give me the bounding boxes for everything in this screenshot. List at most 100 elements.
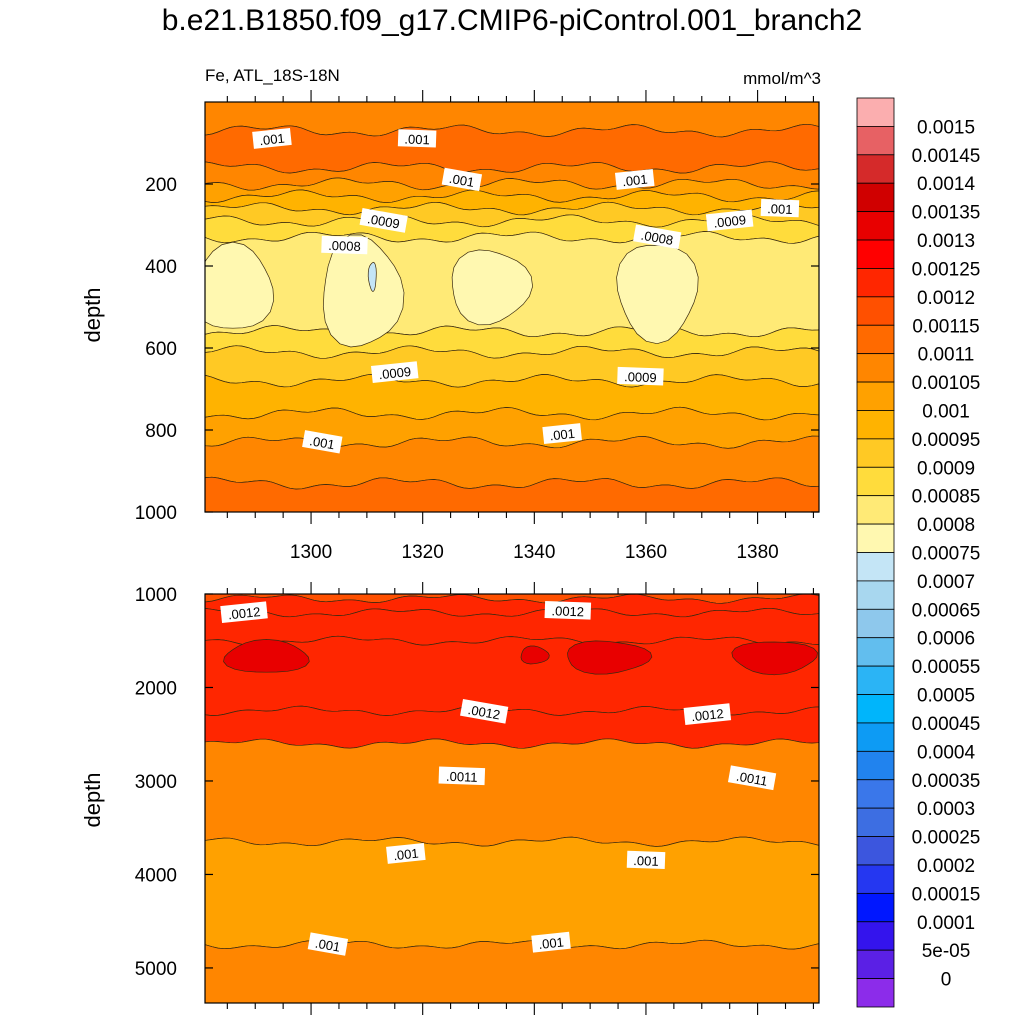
upper-contour-label-text: .0009 bbox=[624, 369, 657, 385]
colorbar-label: 0.0008 bbox=[917, 515, 975, 536]
upper-contour-label: .0009 bbox=[359, 208, 408, 233]
upper-extremum-region bbox=[322, 234, 405, 348]
colorbar-label: 0 bbox=[941, 970, 952, 991]
colorbar-label: 0.0004 bbox=[917, 742, 976, 763]
upper-panel: .001 .001 .001 .001 .001 .0009 .0009 .0008 .0008… bbox=[135, 90, 820, 563]
lower-contour-label-text: .0012 bbox=[551, 603, 584, 619]
upper-contour-label-text: .001 bbox=[308, 433, 336, 452]
colorbar-label: 0.0003 bbox=[917, 799, 975, 820]
colorbar-label: 0.00065 bbox=[912, 600, 981, 621]
lower-contour-label-text: .001 bbox=[393, 846, 420, 864]
upper-contour-label: .0009 bbox=[370, 361, 419, 383]
lower-contour-label: .001 bbox=[531, 931, 571, 953]
colorbar-swatch bbox=[856, 694, 895, 724]
colorbar-label: 0.00125 bbox=[912, 259, 981, 280]
colorbar-label: 0.0006 bbox=[917, 629, 975, 650]
upper-y-tick-label: 400 bbox=[145, 257, 177, 278]
colorbar-label: 0.0009 bbox=[917, 458, 975, 479]
colorbar-label: 0.0005 bbox=[917, 686, 975, 707]
colorbar-swatch bbox=[856, 239, 895, 269]
lower-extremum-region bbox=[731, 641, 818, 676]
colorbar-label: 0.00135 bbox=[912, 203, 981, 224]
colorbar-swatch bbox=[856, 921, 895, 951]
upper-contour-label: .0008 bbox=[321, 235, 368, 255]
upper-contour-label: .0009 bbox=[617, 366, 664, 386]
upper-contour-label-text: .0009 bbox=[378, 364, 412, 382]
lower-contour-label-text: .0011 bbox=[735, 769, 769, 789]
colorbar-swatch bbox=[856, 552, 895, 582]
colorbar-swatch bbox=[856, 807, 895, 837]
colorbar-label: 5e-05 bbox=[922, 941, 971, 962]
colorbar-label: 0.00075 bbox=[912, 544, 981, 565]
lower-panel: .0012 .0012 .0012 .0012 .0011 .0011 .001 .001 .0… bbox=[135, 582, 820, 1015]
lower-contour-label: .0012 bbox=[683, 703, 732, 725]
colorbar-swatch bbox=[856, 466, 895, 497]
lower-contour-label-text: .0012 bbox=[467, 702, 502, 722]
upper-plot-frame bbox=[204, 101, 820, 513]
upper-y-tick-label: 200 bbox=[145, 175, 177, 196]
upper-contour-label: .0008 bbox=[633, 224, 682, 250]
colorbar-label: 0.001 bbox=[922, 401, 970, 422]
colorbar-label: 0.00055 bbox=[912, 657, 981, 678]
colorbar-swatch bbox=[856, 978, 895, 1008]
upper-contour-label: .001 bbox=[542, 423, 582, 445]
colorbar-swatch bbox=[856, 353, 895, 383]
upper-y-tick-label: 800 bbox=[145, 421, 177, 442]
colorbar-swatch bbox=[856, 637, 895, 667]
colorbar-swatch bbox=[856, 438, 895, 468]
upper-contour-label-text: .001 bbox=[259, 131, 286, 149]
upper-contour-label: .001 bbox=[614, 168, 655, 190]
colorbar-label: 0.00095 bbox=[912, 430, 981, 451]
colorbar-swatch bbox=[856, 495, 895, 525]
upper-depth-band bbox=[205, 476, 819, 512]
lower-y-tick-label: 4000 bbox=[135, 865, 177, 886]
colorbar-label: 0.0011 bbox=[918, 345, 975, 366]
figure-title: b.e21.B1850.f09_g17.CMIP6-piControl.001_… bbox=[161, 4, 863, 37]
lower-y-tick-label: 1000 bbox=[135, 585, 177, 606]
lower-contour-label: .001 bbox=[307, 932, 349, 956]
colorbar-swatch bbox=[856, 381, 895, 411]
upper-contour-label: .001 bbox=[252, 127, 292, 149]
lower-extremum-region bbox=[520, 645, 550, 665]
colorbar-label: 0.00025 bbox=[912, 828, 981, 849]
colorbar-swatch bbox=[856, 410, 895, 440]
colorbar-swatch bbox=[856, 580, 895, 610]
upper-y-tick-label: 600 bbox=[145, 339, 177, 360]
x-tick-label: 1300 bbox=[290, 542, 332, 563]
units-label: mmol/m^3 bbox=[743, 69, 821, 88]
lower-contour-label: .001 bbox=[626, 850, 666, 870]
lower-contour-label: .0012 bbox=[544, 601, 592, 620]
colorbar-swatch bbox=[856, 836, 895, 866]
colorbar-swatch bbox=[856, 608, 895, 639]
lower-extremum-region bbox=[567, 640, 653, 675]
colorbar: 0.0015 0.00145 0.0014 0.00135 0.0013 0.00125 0… bbox=[856, 97, 981, 1008]
colorbar-swatch bbox=[856, 665, 895, 695]
lower-plot-frame bbox=[204, 593, 820, 1004]
upper-contour-label-text: .0008 bbox=[640, 228, 675, 248]
colorbar-label: 0.00085 bbox=[912, 487, 981, 508]
colorbar-label: 0.00045 bbox=[912, 714, 981, 735]
colorbar-label: 0.00145 bbox=[912, 146, 981, 167]
variable-label: Fe, ATL_18S-18N bbox=[205, 66, 340, 85]
lower-contour-label: .0012 bbox=[460, 698, 509, 724]
upper-contour-label-text: .001 bbox=[549, 426, 576, 444]
lower-contour-label-text: .001 bbox=[538, 934, 565, 952]
colorbar-label: 0.0014 bbox=[917, 174, 976, 195]
x-tick-label: 1340 bbox=[513, 542, 555, 563]
colorbar-swatch bbox=[856, 892, 895, 923]
x-tick-label: 1360 bbox=[625, 542, 667, 563]
colorbar-label: 0.00035 bbox=[912, 771, 981, 792]
lower-y-tick-label: 5000 bbox=[135, 959, 177, 980]
colorbar-swatch bbox=[856, 949, 895, 979]
lower-y-tick-label: 2000 bbox=[135, 678, 177, 699]
x-tick-label: 1320 bbox=[402, 542, 444, 563]
lower-contour-label-text: .0012 bbox=[227, 604, 261, 622]
lower-contour-label: .0011 bbox=[727, 765, 777, 791]
colorbar-swatch bbox=[856, 864, 895, 894]
upper-contour-label-text: .001 bbox=[448, 171, 476, 190]
colorbar-label: 0.0015 bbox=[917, 117, 975, 138]
lower-contour-label-text: .001 bbox=[314, 936, 342, 955]
colorbar-label: 0.0012 bbox=[917, 288, 975, 309]
colorbar-swatch bbox=[856, 779, 895, 809]
